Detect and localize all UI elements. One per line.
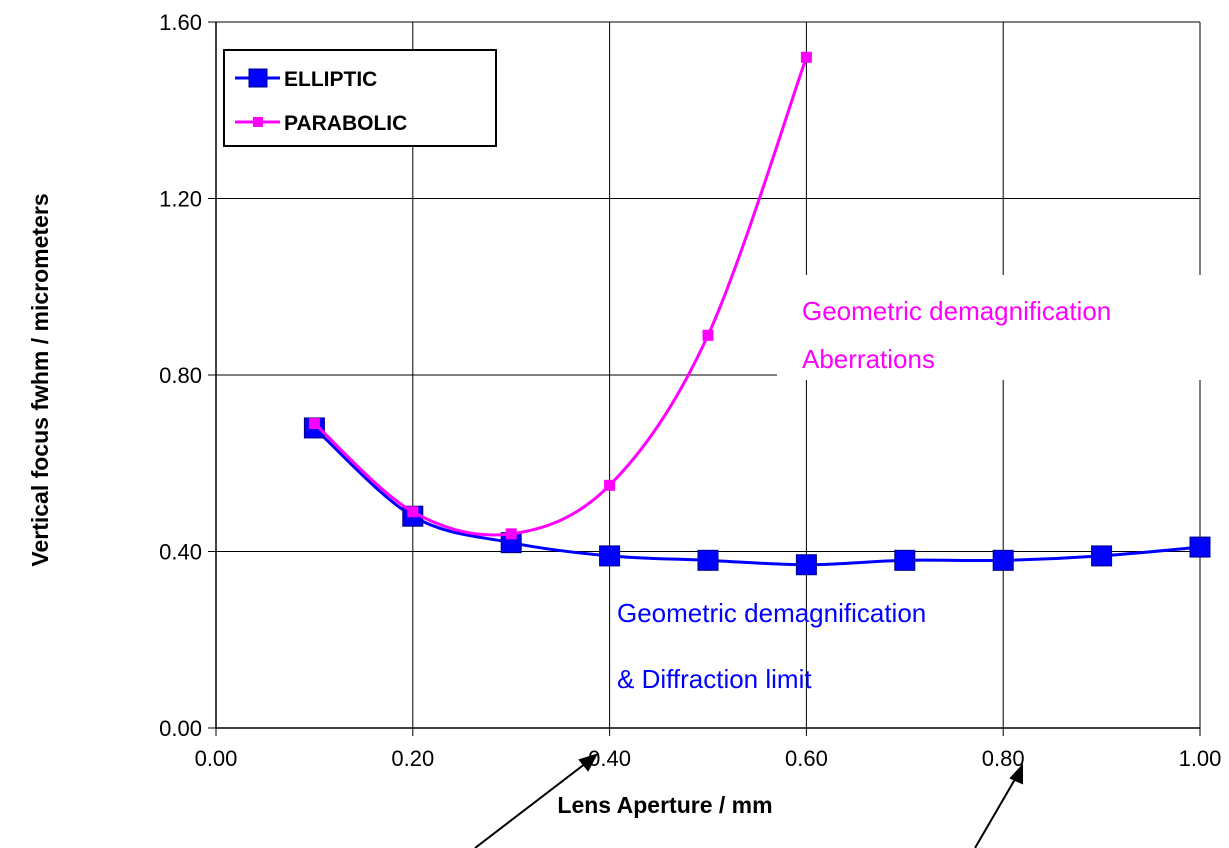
data-point-elliptic — [599, 545, 621, 567]
y-tick-label: 0.00 — [159, 716, 202, 741]
y-tick-label: 0.80 — [159, 363, 202, 388]
series-layer — [303, 51, 1211, 576]
arrow-1-head — [578, 753, 599, 772]
legend-parabolic-label: PARABOLIC — [284, 112, 407, 135]
data-point-parabolic — [308, 418, 320, 430]
y-tick-label: 0.40 — [159, 540, 202, 565]
annotation-parabolic-line1: Geometric demagnification — [802, 296, 1111, 326]
series-parabolic — [308, 51, 812, 540]
arrow-2-shaft — [974, 773, 1019, 848]
arrow-2-head — [1009, 763, 1023, 785]
annotation-elliptic-line1: Geometric demagnification — [617, 598, 926, 628]
x-tick-label: 0.20 — [391, 746, 434, 771]
legend-elliptic-marker — [248, 68, 268, 88]
y-tick-label: 1.60 — [159, 10, 202, 35]
x-tick-label: 0.80 — [982, 746, 1025, 771]
arrow-1-shaft — [474, 759, 591, 848]
y-tick-labels: 0.00 0.40 0.80 1.20 1.60 — [159, 10, 202, 741]
x-tick-label: 0.60 — [785, 746, 828, 771]
y-tick-label: 1.20 — [159, 187, 202, 212]
x-axis-title: Lens Aperture / mm — [557, 792, 772, 818]
y-axis-title: Vertical focus fwhm / micrometers — [27, 193, 53, 566]
data-point-elliptic — [1091, 545, 1113, 567]
data-point-elliptic — [992, 549, 1014, 571]
data-point-parabolic — [604, 479, 616, 491]
data-point-parabolic — [800, 51, 812, 63]
legend-elliptic-label: ELLIPTIC — [284, 68, 377, 91]
x-tick-labels: 0.00 0.20 0.40 0.60 0.80 1.00 — [195, 746, 1222, 771]
data-point-parabolic — [702, 329, 714, 341]
data-point-elliptic — [1189, 536, 1211, 558]
legend-parabolic-marker — [253, 117, 263, 127]
x-tick-label: 1.00 — [1179, 746, 1222, 771]
x-tick-label: 0.00 — [195, 746, 238, 771]
annotation-mask-aberrations — [777, 275, 1229, 380]
x-tick-label: 0.40 — [588, 746, 631, 771]
data-point-parabolic — [407, 506, 419, 518]
legend: ELLIPTIC PARABOLIC — [223, 49, 497, 147]
axes — [208, 21, 1201, 736]
data-point-elliptic — [894, 549, 916, 571]
series-line-elliptic — [313, 426, 1201, 567]
data-point-elliptic — [795, 554, 817, 576]
annotation-parabolic-line2: Aberrations — [802, 344, 935, 374]
legend-box — [223, 49, 497, 147]
pointer-arrows — [474, 753, 1023, 848]
data-point-elliptic — [697, 549, 719, 571]
data-point-parabolic — [505, 528, 517, 540]
annotation-elliptic-line2: & Diffraction limit — [617, 664, 812, 694]
